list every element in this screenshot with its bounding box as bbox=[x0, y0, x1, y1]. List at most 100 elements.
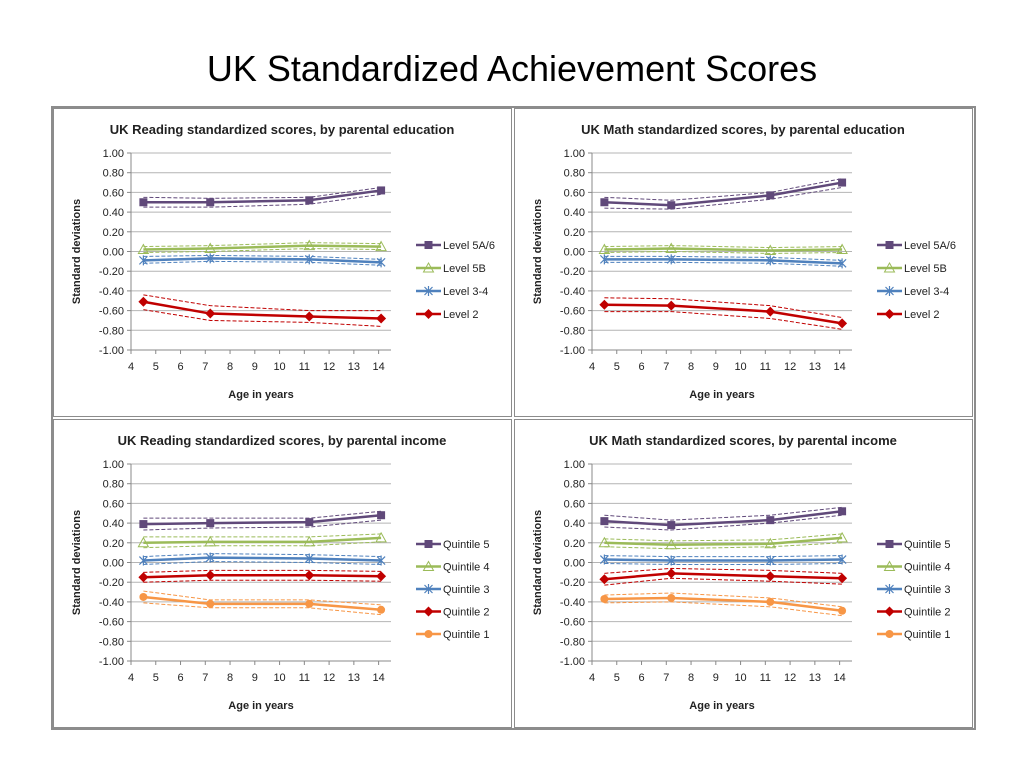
series-quintile-4 bbox=[137, 531, 387, 549]
data-point bbox=[838, 606, 847, 615]
confidence-band-upper bbox=[604, 506, 843, 521]
chart-title: UK Math standardized scores, by parental… bbox=[581, 122, 905, 137]
series-level-5a-6 bbox=[600, 178, 847, 210]
data-point bbox=[766, 516, 775, 525]
legend-item: Quintile 4 bbox=[877, 560, 950, 574]
x-tick-label: 11 bbox=[299, 672, 310, 684]
charts-frame bbox=[51, 106, 976, 730]
x-tick-label: 13 bbox=[348, 361, 360, 373]
y-tick-label: -0.40 bbox=[99, 286, 124, 298]
legend-label: Level 5A/6 bbox=[904, 240, 956, 252]
data-point bbox=[139, 198, 148, 207]
legend-marker bbox=[424, 241, 433, 249]
y-tick-label: -0.20 bbox=[560, 577, 585, 589]
data-point bbox=[598, 243, 611, 255]
data-point bbox=[138, 296, 149, 307]
series-line bbox=[604, 572, 843, 581]
confidence-band-upper bbox=[604, 297, 843, 318]
legend-marker bbox=[424, 540, 433, 548]
data-point bbox=[376, 571, 387, 582]
x-tick-label: 14 bbox=[372, 672, 384, 684]
legend-label: Quintile 5 bbox=[904, 539, 950, 551]
y-tick-label: -0.60 bbox=[99, 306, 124, 318]
data-point bbox=[667, 593, 676, 602]
y-tick-label: 0.60 bbox=[564, 187, 585, 199]
confidence-band-lower bbox=[604, 542, 843, 550]
data-point bbox=[600, 198, 609, 207]
confidence-band-lower bbox=[143, 309, 382, 327]
confidence-band-lower bbox=[143, 561, 382, 565]
confidence-band-upper bbox=[604, 255, 843, 261]
x-tick-label: 7 bbox=[663, 361, 669, 373]
data-point bbox=[837, 318, 848, 329]
legend-item: Quintile 2 bbox=[416, 606, 489, 619]
legend-marker bbox=[885, 241, 894, 249]
y-tick-label: -0.80 bbox=[99, 325, 124, 337]
y-tick-label: -1.00 bbox=[560, 345, 585, 357]
data-point bbox=[304, 254, 314, 265]
data-point bbox=[305, 599, 314, 608]
y-tick-label: 0.60 bbox=[103, 187, 124, 199]
x-tick-label: 10 bbox=[273, 361, 285, 373]
legend-marker bbox=[424, 286, 433, 296]
y-tick-label: -0.80 bbox=[560, 325, 585, 337]
series-quintile-4 bbox=[598, 531, 848, 550]
data-point bbox=[666, 254, 676, 265]
confidence-band-upper bbox=[143, 186, 382, 199]
data-point bbox=[599, 299, 610, 310]
series-line bbox=[143, 300, 382, 320]
legend-label: Quintile 3 bbox=[904, 584, 950, 596]
x-tick-label: 5 bbox=[614, 361, 620, 373]
data-point bbox=[837, 554, 847, 565]
data-point bbox=[598, 536, 611, 548]
data-point bbox=[667, 201, 676, 210]
x-tick-label: 5 bbox=[614, 672, 620, 684]
data-point bbox=[206, 599, 215, 608]
series-level-5a-6 bbox=[139, 186, 386, 208]
x-tick-label: 8 bbox=[688, 672, 694, 684]
data-point bbox=[204, 535, 217, 547]
confidence-band-upper bbox=[143, 569, 382, 573]
legend-marker bbox=[423, 309, 434, 319]
x-tick-label: 6 bbox=[177, 361, 183, 373]
data-point bbox=[599, 254, 609, 265]
series-quintile-5 bbox=[600, 506, 847, 531]
series-quintile-1 bbox=[139, 590, 386, 616]
data-point bbox=[375, 240, 387, 252]
legend-marker bbox=[883, 261, 896, 273]
x-tick-label: 11 bbox=[760, 361, 771, 373]
series-quintile-1 bbox=[600, 592, 847, 617]
y-tick-label: 0.20 bbox=[564, 227, 585, 239]
data-point bbox=[377, 511, 386, 520]
legend-item: Level 3-4 bbox=[877, 286, 949, 298]
chart-svg: UK Math standardized scores, by parental… bbox=[532, 122, 956, 401]
confidence-band-lower bbox=[604, 562, 843, 565]
y-tick-label: -1.00 bbox=[560, 656, 585, 668]
y-tick-label: 1.00 bbox=[103, 148, 124, 160]
data-point bbox=[765, 306, 776, 317]
x-tick-label: 7 bbox=[202, 672, 208, 684]
data-point bbox=[137, 536, 150, 548]
confidence-band-upper bbox=[604, 592, 843, 608]
y-tick-label: -0.80 bbox=[560, 636, 585, 648]
data-point bbox=[138, 255, 148, 266]
legend-marker bbox=[885, 584, 894, 594]
y-tick-label: 0.40 bbox=[103, 207, 124, 219]
y-tick-label: 0.00 bbox=[564, 247, 585, 259]
chart-reading-education: UK Reading standardized scores, by paren… bbox=[53, 108, 512, 417]
x-tick-label: 6 bbox=[177, 672, 183, 684]
legend-label: Quintile 5 bbox=[443, 539, 489, 551]
confidence-band-upper bbox=[604, 178, 843, 201]
legend-label: Level 3-4 bbox=[904, 286, 949, 298]
data-point bbox=[304, 570, 315, 581]
data-point bbox=[666, 568, 677, 579]
confidence-band-lower bbox=[604, 514, 843, 531]
series-line bbox=[143, 556, 382, 562]
legend-item: Quintile 3 bbox=[877, 584, 950, 596]
y-tick-label: -0.60 bbox=[99, 617, 124, 629]
y-tick-label: -0.40 bbox=[99, 597, 124, 609]
data-point bbox=[377, 186, 386, 195]
confidence-band-upper bbox=[143, 533, 382, 538]
confidence-band-lower bbox=[143, 541, 382, 549]
x-tick-label: 14 bbox=[372, 361, 384, 373]
